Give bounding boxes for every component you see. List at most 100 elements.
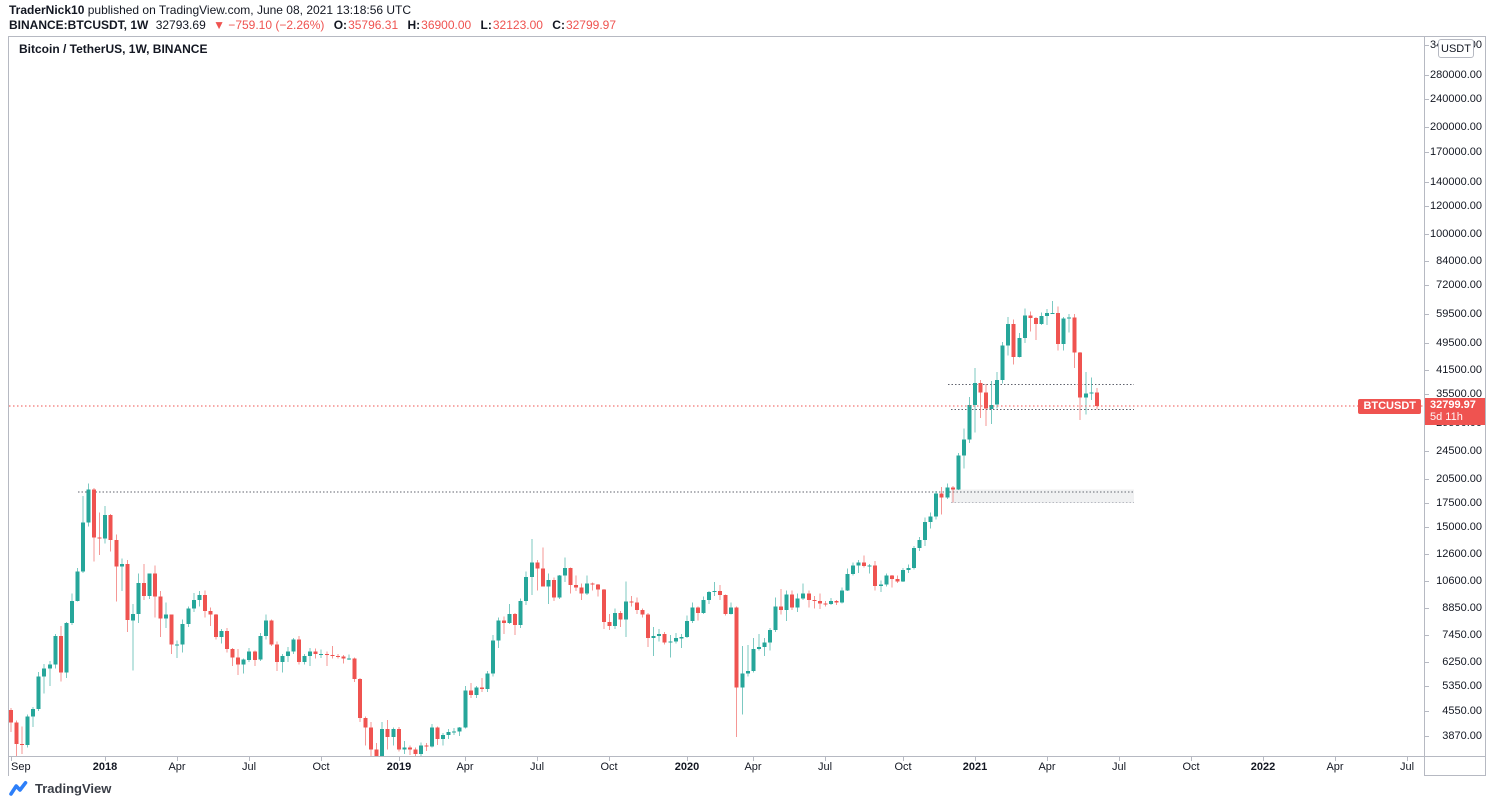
candle[interactable] [430,724,434,748]
candle[interactable] [1072,314,1077,368]
candle[interactable] [424,743,429,751]
candle[interactable] [14,720,19,756]
candle[interactable] [369,721,374,756]
candle[interactable] [939,486,944,515]
candle[interactable] [175,640,180,658]
candle[interactable] [540,547,545,587]
candle[interactable] [851,562,856,576]
candle[interactable] [208,607,213,626]
candle[interactable] [396,726,401,752]
candle[interactable] [768,628,772,651]
price-axis[interactable]: 340000.00280000.00240000.00200000.001700… [1424,37,1485,756]
candle[interactable] [474,686,479,699]
candle[interactable] [1050,300,1055,314]
candle[interactable] [756,634,761,651]
candle[interactable] [97,512,102,556]
candle[interactable] [690,602,695,624]
candle[interactable] [590,582,595,591]
candle[interactable] [945,483,950,499]
candle[interactable] [1017,333,1022,358]
candle[interactable] [42,663,47,694]
candle[interactable] [219,629,224,644]
candle[interactable] [1056,306,1061,351]
candle[interactable] [817,593,822,609]
candle[interactable] [790,590,795,611]
candle[interactable] [479,677,484,693]
candle[interactable] [308,648,313,666]
candle[interactable] [635,597,639,614]
candle[interactable] [297,636,302,665]
candle[interactable] [978,380,983,418]
candle[interactable] [867,564,872,574]
candle[interactable] [468,683,473,699]
candle[interactable] [995,371,1000,409]
candle[interactable] [258,633,263,661]
candle[interactable] [856,560,861,573]
candle[interactable] [801,583,806,600]
candle[interactable] [47,661,52,687]
candle[interactable] [900,568,905,583]
candle[interactable] [491,635,495,677]
candle[interactable] [236,649,241,676]
candle[interactable] [878,580,883,592]
candle[interactable] [1067,313,1072,333]
candle[interactable] [230,648,235,666]
candle[interactable] [496,617,501,649]
candle[interactable] [92,488,97,562]
candle[interactable] [64,621,69,678]
candle[interactable] [956,453,961,491]
candle[interactable] [274,641,279,672]
candle[interactable] [1033,317,1038,340]
candle[interactable] [618,611,623,627]
candle[interactable] [280,653,285,673]
candle[interactable] [214,613,218,640]
candle[interactable] [197,591,202,607]
candle[interactable] [1006,317,1011,356]
candle[interactable] [374,743,379,756]
candle[interactable] [563,557,567,583]
candle[interactable] [125,560,130,632]
candle[interactable] [269,619,274,646]
candle[interactable] [734,606,739,737]
candle[interactable] [1011,319,1016,365]
candle[interactable] [363,716,368,746]
candle[interactable] [640,608,645,618]
candle[interactable] [53,634,58,669]
candle[interactable] [225,628,230,653]
candle[interactable] [186,606,191,627]
candle[interactable] [319,649,324,658]
candle[interactable] [485,671,490,693]
candle[interactable] [341,655,346,664]
candle[interactable] [762,638,767,657]
candle[interactable] [845,568,850,592]
candle[interactable] [579,583,584,600]
candle[interactable] [81,495,85,573]
candle[interactable] [119,558,124,592]
candle[interactable] [546,573,551,605]
candle[interactable] [20,726,25,754]
candle[interactable] [435,726,440,745]
candle[interactable] [153,565,157,618]
candle[interactable] [917,537,922,551]
candle[interactable] [723,594,728,616]
candle[interactable] [806,590,811,608]
candle[interactable] [457,726,462,736]
candle[interactable] [1061,316,1066,351]
candle[interactable] [712,582,717,596]
candle[interactable] [779,588,784,615]
candle[interactable] [912,546,916,570]
candle[interactable] [169,614,174,654]
candle[interactable] [1083,372,1088,415]
candle[interactable] [346,654,351,661]
candle[interactable] [291,638,296,654]
candle[interactable] [557,574,562,600]
candle[interactable] [513,612,518,636]
currency-toggle-button[interactable]: USDT [1438,39,1474,58]
candle[interactable] [828,597,833,605]
support-zone[interactable] [951,489,1134,503]
candle[interactable] [114,534,119,602]
candle[interactable] [696,606,700,621]
candle[interactable] [596,583,601,597]
candle[interactable] [25,714,30,748]
candle[interactable] [191,593,196,612]
